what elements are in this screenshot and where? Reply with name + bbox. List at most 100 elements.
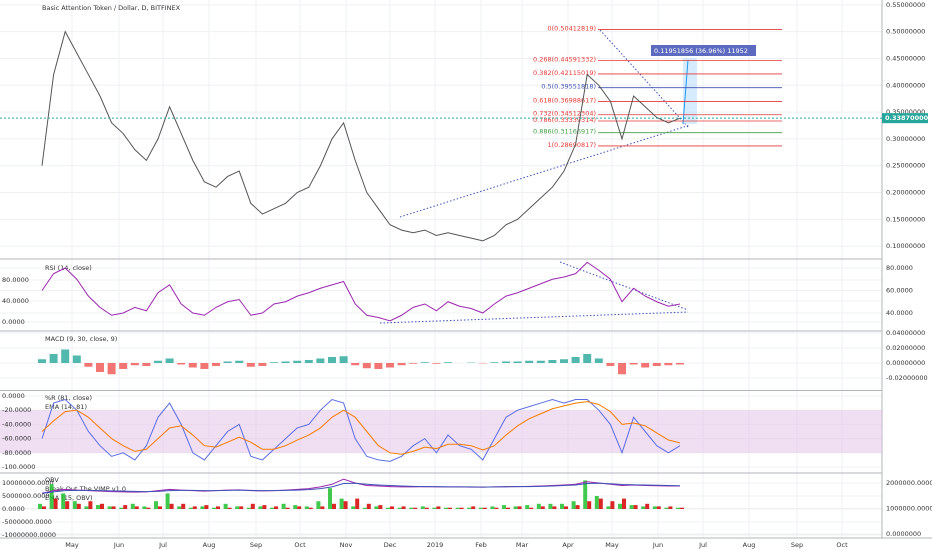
pane-title: %R (81, close) <box>45 394 92 402</box>
vimp-bar <box>362 507 367 510</box>
macd-bar <box>339 356 348 363</box>
vimp-bar <box>84 506 89 510</box>
macd-bar <box>61 349 70 363</box>
vimp-bar <box>652 506 657 510</box>
macd-bar <box>641 362 650 368</box>
chart-title: Basic Attention Token / Dollar, D, BITFI… <box>42 4 181 12</box>
vimp-bar <box>96 505 100 510</box>
y-tick-label: 0.50000000 <box>886 28 925 36</box>
measure-arrow <box>682 59 689 125</box>
x-tick-label: Sep <box>250 541 262 549</box>
macd-bar <box>490 362 499 363</box>
vimp-bar <box>490 506 495 510</box>
macd-bar <box>142 362 151 366</box>
y-tick-label: 0.10000000 <box>886 242 925 250</box>
vimp-bar <box>297 506 302 510</box>
vimp-bar <box>645 503 650 510</box>
vimp-bar <box>165 493 170 510</box>
x-tick-label: May <box>605 541 619 549</box>
macd-bar <box>362 362 371 369</box>
vimp-bar <box>216 506 220 510</box>
macd-bar <box>618 362 626 375</box>
vimp-bar <box>467 507 472 510</box>
vimp-bar <box>598 498 603 510</box>
vimp-bar <box>246 507 251 510</box>
macd-bar <box>571 356 580 363</box>
macd-bar <box>107 362 116 375</box>
macd-bar <box>432 362 441 364</box>
measure-label-bg <box>651 45 756 56</box>
x-tick-label: Dec <box>384 541 397 549</box>
macd-bar <box>536 360 545 363</box>
macd-bar <box>154 360 162 363</box>
vimp-bar <box>641 506 646 510</box>
vimp-bar <box>339 498 344 510</box>
vimp-bar <box>328 488 332 510</box>
macd-bar <box>548 359 557 363</box>
macd-bar <box>258 362 267 366</box>
trend-line <box>379 311 689 324</box>
y-tick-label: 40.0000 <box>2 297 29 305</box>
vimp-bar <box>401 506 406 510</box>
macd-bar <box>664 362 673 366</box>
vimp-bar <box>618 503 622 510</box>
x-tick-label: Jun <box>113 541 124 549</box>
x-tick-label: Oct <box>836 541 848 549</box>
pane-title: MACD (9, 30, close, 9) <box>45 335 117 343</box>
vimp-bar <box>351 506 356 510</box>
price-line <box>41 261 681 322</box>
y-tick-label: 0.0000 <box>2 318 25 326</box>
y-tick-label: 0.0000 <box>2 392 25 400</box>
macd-bar <box>374 362 383 369</box>
vimp-bar <box>482 507 487 510</box>
current-price-box <box>882 113 928 124</box>
x-tick-label: 2019 <box>427 541 444 549</box>
vimp-bar <box>540 506 545 510</box>
fib-label: 1(0.28690817) <box>548 141 597 149</box>
y-tick-label: 0.35000000 <box>886 108 925 116</box>
fib-label: 0.382(0.42115019) <box>533 69 596 77</box>
vimp-bar <box>355 498 360 510</box>
vimp-bar <box>316 501 321 510</box>
macd-bar <box>594 358 603 363</box>
vimp-bar <box>420 506 425 510</box>
vimp-bar <box>304 506 309 510</box>
macd-bar <box>351 362 360 366</box>
vimp-bar <box>258 506 263 510</box>
vimp-bar <box>536 503 541 510</box>
y-tick-label: 2000000.0000000 <box>886 479 932 487</box>
vimp-bar <box>177 506 182 510</box>
vimp-bar <box>502 505 506 510</box>
fib-label: 0.618(0.36988617) <box>533 96 596 104</box>
macd-bar <box>629 362 638 365</box>
macd-bar <box>525 360 534 363</box>
vimp-bar <box>227 507 232 510</box>
vimp-bar <box>343 501 348 510</box>
y-tick-label: 0.04000000 <box>886 329 925 337</box>
x-tick-label: Apr <box>562 541 574 549</box>
x-tick-label: Aug <box>203 541 216 549</box>
pane-title: EMA (15, OBV) <box>45 494 93 502</box>
vimp-bar <box>444 507 448 510</box>
vimp-bar <box>548 503 553 510</box>
vimp-bar <box>413 507 418 510</box>
vimp-bar <box>38 503 42 510</box>
vimp-bar <box>664 507 669 510</box>
vimp-bar <box>610 501 615 510</box>
y-tick-label: 0.20000000 <box>886 189 925 197</box>
pane-title: RSI (14, close) <box>45 264 92 272</box>
vimp-bar <box>274 506 278 510</box>
macd-bar <box>235 360 244 363</box>
macd-bar <box>409 362 418 364</box>
vimp-bar <box>204 505 209 510</box>
vimp-bar <box>270 507 274 510</box>
y-tick-label: -0.02000000 <box>886 374 928 382</box>
vimp-bar <box>142 506 147 510</box>
vimp-bar <box>146 507 151 510</box>
x-tick-label: Oct <box>294 541 306 549</box>
vimp-bar <box>583 480 588 510</box>
fib-label: 0(0.50412819) <box>548 24 597 32</box>
x-tick-label: Jul <box>158 541 167 549</box>
x-tick-label: Sep <box>791 541 803 549</box>
